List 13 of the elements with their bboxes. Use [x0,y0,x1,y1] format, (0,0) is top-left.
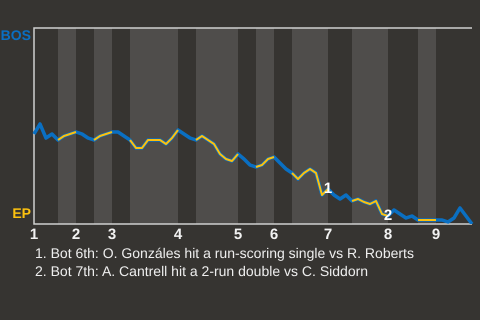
x-tick-label: 1 [30,226,38,244]
x-tick-label: 9 [432,226,440,244]
x-tick-label: 4 [174,226,183,244]
text: BOS [0,26,31,43]
x-tick-label: 8 [384,226,392,244]
x-tick-label: 2 [72,226,80,244]
x-tick-label: 6 [270,226,278,244]
text: EP [12,204,31,221]
x-tick-label: 5 [234,226,242,244]
text: 2. Bot 7th: A. Cantrell hit a 2-run double vs C. Siddorn [35,262,370,280]
text: 1. Bot 6th: O. Gonzáles hit a run-scoring single vs R. Roberts [35,244,414,262]
x-tick-label: 3 [108,226,116,244]
x-tick-label: 7 [324,226,332,244]
